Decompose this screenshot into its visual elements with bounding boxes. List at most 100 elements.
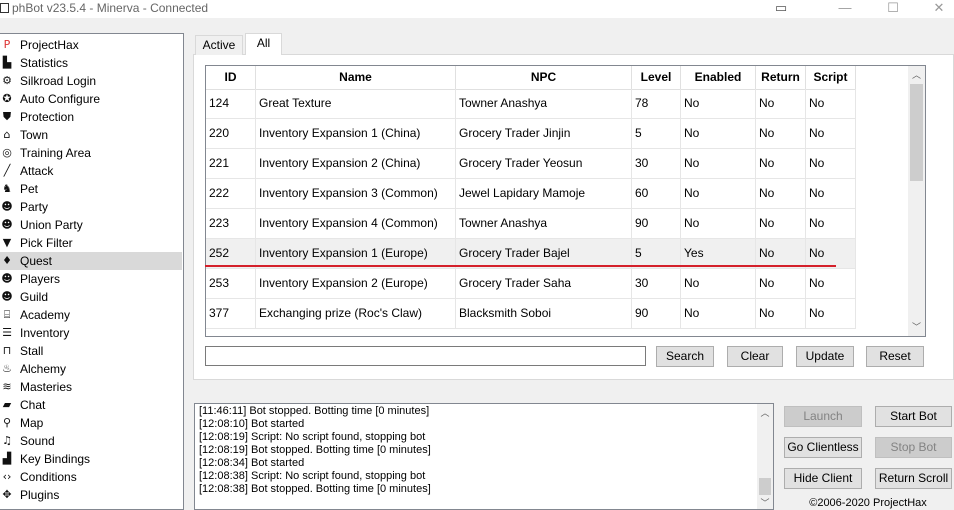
search-input[interactable] <box>205 346 646 366</box>
column-header-script[interactable]: Script <box>806 66 856 90</box>
log-line: [12:08:38] Bot stopped. Botting time [0 … <box>199 483 431 495</box>
cell-id: 220 <box>206 119 256 149</box>
sidebar-nav[interactable]: P ProjectHax ▙ Statistics ⚙ Silkroad Login ✪ Au… <box>0 33 184 510</box>
sidebar-item-sound[interactable]: ♫ Sound <box>0 432 182 450</box>
sidebar-item-stall[interactable]: ⊓ Stall <box>0 342 182 360</box>
log-box[interactable]: ︿ ﹀ [11:46:11] Bot stopped. Botting time… <box>194 403 774 510</box>
sidebar-item-silkroad-login[interactable]: ⚙ Silkroad Login <box>0 72 182 90</box>
cell-npc: Grocery Trader Jinjin <box>456 119 632 149</box>
sidebar-item-projecthax[interactable]: P ProjectHax <box>0 36 182 54</box>
sidebar-item-union-party[interactable]: ☻ Union Party <box>0 216 182 234</box>
cell-level: 5 <box>632 119 681 149</box>
column-header-name[interactable]: Name <box>256 66 456 90</box>
sidebar-item-label: Statistics <box>20 56 69 70</box>
sidebar-item-conditions[interactable]: ‹› Conditions <box>0 468 182 486</box>
table-row[interactable]: 220 Inventory Expansion 1 (China) Grocery … <box>206 119 856 149</box>
sidebar-item-masteries[interactable]: ≋ Masteries <box>0 378 182 396</box>
close-button[interactable]: ✕ <box>933 0 945 15</box>
sidebar-item-quest[interactable]: ♦ Quest <box>0 252 182 270</box>
table-row[interactable]: 252 Inventory Expansion 1 (Europe) Grocery… <box>206 239 856 269</box>
sidebar-item-plugins[interactable]: ✥ Plugins <box>0 486 182 504</box>
minimize-button[interactable]: — <box>838 0 852 15</box>
sidebar-item-label: Plugins <box>20 488 60 502</box>
union-icon: ☻ <box>1 218 13 231</box>
start-bot-button[interactable]: Start Bot <box>875 406 952 427</box>
alchemy-icon: ♨ <box>2 362 12 375</box>
table-scrollbar[interactable]: ︿ ﹀ <box>908 66 925 336</box>
table-row[interactable]: 223 Inventory Expansion 4 (Common) Towner … <box>206 209 856 239</box>
cell-return: No <box>756 119 806 149</box>
sidebar-item-map[interactable]: ⚲ Map <box>0 414 182 432</box>
column-header-npc[interactable]: NPC <box>456 66 632 90</box>
table-row[interactable]: 221 Inventory Expansion 2 (China) Grocery … <box>206 149 856 179</box>
sidebar-item-label: Guild <box>20 290 49 304</box>
search-button[interactable]: Search <box>656 346 714 367</box>
tray-icon[interactable]: ▭ <box>774 0 788 15</box>
stall-icon: ⊓ <box>2 344 12 357</box>
hide-client-button[interactable]: Hide Client <box>784 468 862 489</box>
sidebar-item-academy[interactable]: ⌸ Academy <box>0 306 182 324</box>
sidebar-item-protection[interactable]: ⛊ Protection <box>0 108 182 126</box>
sidebar-item-label: Pick Filter <box>20 236 73 250</box>
target-icon: ◎ <box>2 146 12 159</box>
table-row[interactable]: 377 Exchanging prize (Roc's Claw) Blacksmi… <box>206 299 856 329</box>
table-row[interactable]: 253 Inventory Expansion 2 (Europe) Grocery… <box>206 269 856 299</box>
cell-npc: Towner Anashya <box>456 209 632 239</box>
sidebar-item-statistics[interactable]: ▙ Statistics <box>0 54 182 72</box>
cell-enabled: No <box>681 149 756 179</box>
column-header-id[interactable]: ID <box>206 66 256 90</box>
sidebar-item-players[interactable]: ☻ Players <box>0 270 182 288</box>
cell-enabled: No <box>681 209 756 239</box>
scroll-up-icon[interactable]: ︿ <box>911 71 921 81</box>
sidebar-item-label: Key Bindings <box>20 452 91 466</box>
scroll-down-icon[interactable]: ﹀ <box>760 499 770 509</box>
cell-level: 5 <box>632 239 681 269</box>
quest-table: ︿ ﹀ ID Name NPC Level Enabled Return Script 124… <box>205 65 926 337</box>
sidebar-item-inventory[interactable]: ☰ Inventory <box>0 324 182 342</box>
sidebar-item-pick-filter[interactable]: ▼ Pick Filter <box>0 234 182 252</box>
sidebar-item-label: Alchemy <box>20 362 67 376</box>
cell-level: 60 <box>632 179 681 209</box>
copyright: ©2006-2020 ProjectHax <box>809 497 927 509</box>
stop-bot-button[interactable]: Stop Bot <box>875 437 952 458</box>
cell-script: No <box>806 269 856 299</box>
table-row[interactable]: 222 Inventory Expansion 3 (Common) Jewel L… <box>206 179 856 209</box>
tab-all[interactable]: All <box>245 33 282 55</box>
table-row[interactable]: 124 Great Texture Towner Anashya 78 No No No <box>206 89 856 119</box>
cell-name: Inventory Expansion 2 (China) <box>256 149 456 179</box>
go-clientless-button[interactable]: Go Clientless <box>784 437 862 458</box>
log-scrollbar[interactable]: ︿ ﹀ <box>757 404 773 509</box>
sidebar-item-attack[interactable]: ╱ Attack <box>0 162 182 180</box>
sidebar-item-label: Stall <box>20 344 44 358</box>
sidebar-item-party[interactable]: ☻ Party <box>0 198 182 216</box>
column-header-return[interactable]: Return <box>756 66 806 90</box>
tab-active[interactable]: Active <box>195 35 243 55</box>
sidebar-item-label: Attack <box>20 164 54 178</box>
cell-enabled: Yes <box>681 239 756 269</box>
sidebar-item-label: Quest <box>20 254 53 268</box>
return-scroll-button[interactable]: Return Scroll <box>875 468 952 489</box>
maximize-button[interactable]: ☐ <box>887 0 899 15</box>
sidebar-item-town[interactable]: ⌂ Town <box>0 126 182 144</box>
statistics-icon: ▙ <box>2 56 12 69</box>
scroll-up-icon[interactable]: ︿ <box>760 409 770 419</box>
sidebar-item-training-area[interactable]: ◎ Training Area <box>0 144 182 162</box>
launch-button[interactable]: Launch <box>784 406 862 427</box>
log-line: [12:08:10] Bot started <box>199 418 305 430</box>
column-header-enabled[interactable]: Enabled <box>681 66 756 90</box>
sidebar-item-auto-configure[interactable]: ✪ Auto Configure <box>0 90 182 108</box>
cell-id: 252 <box>206 239 256 269</box>
sidebar-item-guild[interactable]: ☻ Guild <box>0 288 182 306</box>
scroll-thumb[interactable] <box>910 84 923 181</box>
reset-button[interactable]: Reset <box>866 346 924 367</box>
sidebar-item-chat[interactable]: ▰ Chat <box>0 396 182 414</box>
scroll-thumb[interactable] <box>759 478 771 495</box>
scroll-down-icon[interactable]: ﹀ <box>911 323 921 333</box>
column-header-level[interactable]: Level <box>632 66 681 90</box>
sidebar-item-alchemy[interactable]: ♨ Alchemy <box>0 360 182 378</box>
sidebar-item-pet[interactable]: ♞ Pet <box>0 180 182 198</box>
sidebar-item-key-bindings[interactable]: ▟ Key Bindings <box>0 450 182 468</box>
clear-button[interactable]: Clear <box>727 346 783 367</box>
town-icon: ⌂ <box>3 128 11 141</box>
update-button[interactable]: Update <box>796 346 854 367</box>
